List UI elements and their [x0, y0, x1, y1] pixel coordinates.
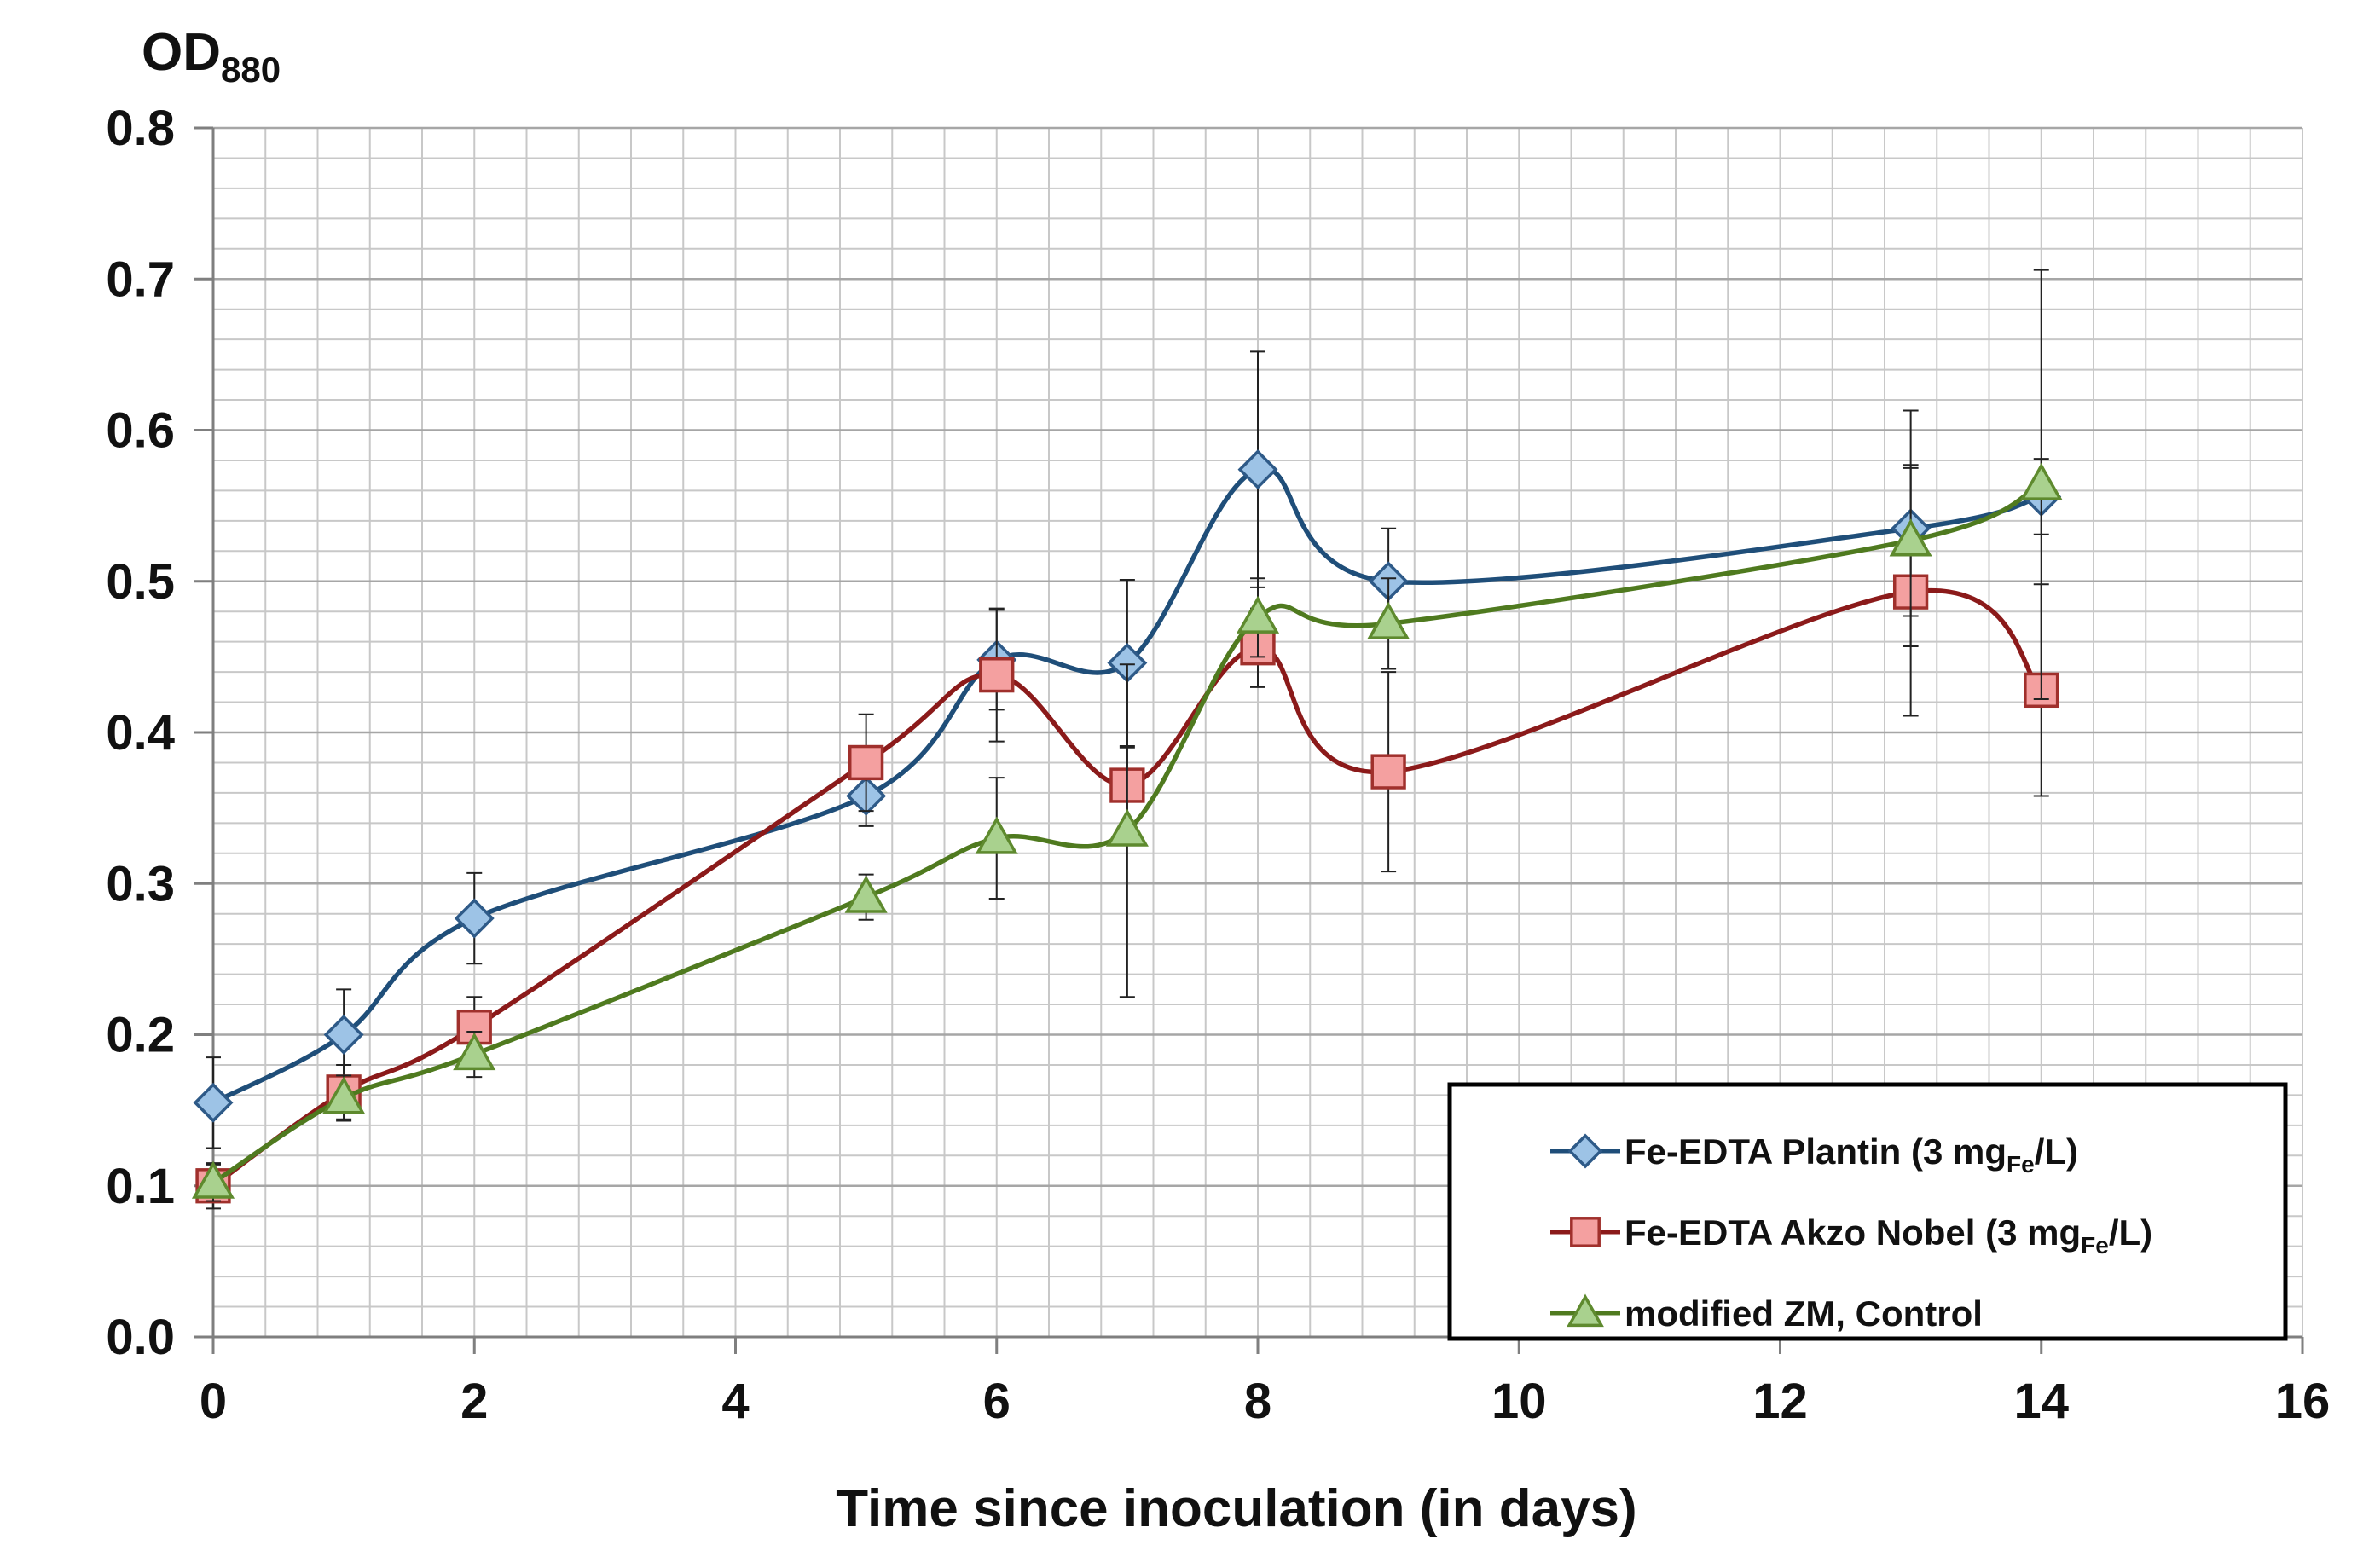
y-tick-label: 0.0 — [106, 1310, 175, 1365]
legend-swatch-marker — [1567, 1293, 1604, 1328]
legend-item-2: Fe-EDTA Akzo Nobel (3 mgFe/L) — [1550, 1212, 2152, 1258]
legend-label: Fe-EDTA Akzo Nobel (3 mgFe/L) — [1625, 1212, 2152, 1258]
legend: Fe-EDTA Plantin (3 mgFe/L) Fe-EDTA Akzo N… — [1447, 1082, 2288, 1341]
tick-labels: 0.0 0.1 0.2 0.3 0.4 0.5 0.6 0.7 0.8 0 2 4 6 8 10 12 14 16 — [106, 101, 2330, 1429]
data-point — [2019, 462, 2063, 500]
x-axis-title: Time since inoculation (in days) — [836, 1479, 1636, 1538]
y-axis-title-sub: 880 — [221, 49, 281, 90]
x-tick-label: 6 — [983, 1374, 1011, 1429]
legend-box — [1447, 1082, 2288, 1341]
data-point — [975, 816, 1018, 854]
x-tick-label: 16 — [2275, 1374, 2331, 1429]
x-tick-label: 8 — [1244, 1374, 1271, 1429]
series-line — [211, 587, 2043, 1188]
data-point — [1889, 518, 1932, 557]
x-tick-label: 14 — [2013, 1374, 2069, 1429]
legend-item-3: modified ZM, Control — [1550, 1293, 1983, 1334]
data-point — [1367, 601, 1410, 639]
y-tick-label: 0.8 — [106, 101, 175, 156]
y-axis-title: OD880 — [142, 23, 281, 90]
series-2 — [195, 466, 2059, 1210]
data-point — [323, 1015, 364, 1055]
x-tick-label: 0 — [200, 1374, 227, 1429]
x-tick-label: 4 — [721, 1374, 749, 1429]
series-line — [211, 466, 2042, 1105]
x-tick-label: 2 — [460, 1374, 488, 1429]
legend-label: Fe-EDTA Plantin (3 mgFe/L) — [1625, 1131, 2078, 1177]
y-tick-label: 0.4 — [106, 705, 175, 761]
y-tick-label: 0.6 — [106, 403, 175, 459]
data-point — [191, 1160, 235, 1199]
y-tick-label: 0.2 — [106, 1008, 175, 1063]
data-point — [844, 875, 888, 913]
data-point — [453, 1032, 496, 1071]
legend-label: modified ZM, Control — [1625, 1293, 1983, 1334]
y-tick-label: 0.7 — [106, 252, 175, 307]
data-point — [322, 1076, 366, 1114]
y-tick-label: 0.5 — [106, 554, 175, 610]
series-group — [191, 269, 2063, 1210]
series-3 — [191, 269, 2063, 1202]
data-point — [1237, 449, 1278, 490]
legend-item-1: Fe-EDTA Plantin (3 mgFe/L) — [1550, 1131, 2078, 1177]
y-axis-title-main: OD — [142, 23, 221, 82]
y-tick-label: 0.1 — [106, 1159, 175, 1214]
data-point — [1236, 595, 1280, 634]
legend-swatch-marker — [1570, 1217, 1601, 1247]
data-point — [193, 1082, 234, 1123]
series-line — [211, 482, 2042, 1185]
data-point — [1105, 808, 1149, 847]
data-point — [1370, 754, 1406, 790]
x-tick-label: 12 — [1752, 1374, 1808, 1429]
y-tick-label: 0.3 — [106, 856, 175, 911]
data-point — [979, 657, 1015, 693]
legend-swatch-marker — [1567, 1133, 1603, 1169]
data-point — [848, 744, 884, 781]
x-tick-label: 10 — [1491, 1374, 1547, 1429]
data-point — [454, 898, 495, 939]
